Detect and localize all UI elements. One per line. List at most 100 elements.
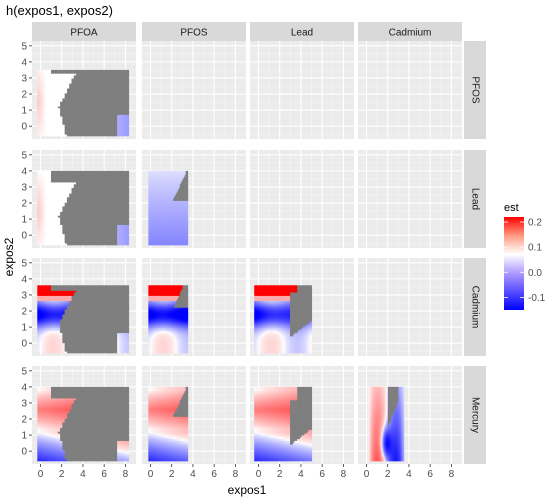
heatmap-cell — [108, 101, 111, 104]
heatmap-cell — [73, 112, 77, 115]
heatmap-cell — [82, 97, 86, 101]
heatmap-cell — [87, 122, 91, 125]
heatmap-cell — [112, 102, 116, 105]
heatmap-cell — [105, 92, 109, 96]
heatmap-cell — [85, 71, 88, 74]
heatmap-cell — [96, 91, 100, 94]
heatmap-cell — [48, 194, 52, 198]
heatmap-cell — [39, 241, 43, 244]
heatmap-cell — [126, 88, 130, 91]
heatmap-cell — [94, 89, 98, 92]
heatmap-cell — [53, 183, 57, 187]
heatmap-cell — [71, 231, 75, 235]
heatmap-cell — [110, 78, 114, 81]
heatmap-cell — [62, 78, 66, 81]
heatmap-cell — [85, 129, 88, 132]
heatmap-cell — [60, 222, 63, 225]
heatmap-cell — [69, 78, 73, 81]
heatmap-cell — [114, 134, 118, 137]
heatmap-cell — [110, 127, 114, 130]
heatmap-cell — [92, 134, 95, 137]
heatmap-cell — [55, 79, 59, 82]
heatmap-cell — [44, 111, 47, 114]
heatmap-cell — [76, 231, 79, 235]
heatmap-cell — [73, 181, 77, 185]
heatmap-cell — [71, 79, 75, 82]
heatmap-cell — [71, 116, 75, 119]
heatmap-cell — [69, 174, 73, 177]
heatmap-cell — [55, 180, 59, 183]
heatmap-cell — [53, 180, 57, 183]
heatmap-cell — [108, 112, 111, 115]
heatmap-cell — [103, 106, 107, 109]
heatmap-cell — [105, 69, 109, 73]
heatmap-cell — [105, 81, 109, 84]
heatmap-cell — [121, 104, 125, 107]
heatmap-cell — [85, 124, 88, 127]
heatmap-cell — [71, 78, 75, 81]
heatmap-cell — [46, 209, 50, 213]
heatmap-cell — [92, 116, 95, 119]
heatmap-cell — [44, 242, 47, 246]
heatmap-cell — [66, 231, 70, 235]
heatmap-cell — [62, 224, 66, 227]
heatmap-cell — [37, 89, 41, 92]
heatmap-cell — [89, 124, 93, 127]
heatmap-cell — [82, 129, 86, 132]
heatmap-cell — [57, 86, 61, 89]
heatmap-cell — [71, 73, 75, 76]
heatmap-cell — [37, 202, 41, 205]
heatmap-cell — [66, 181, 70, 185]
heatmap-cell — [62, 231, 66, 235]
heatmap-cell — [62, 170, 66, 174]
heatmap-cell — [89, 99, 93, 102]
facet-cadmium-cadmium — [358, 258, 462, 356]
heatmap-cell — [48, 122, 52, 125]
heatmap-cell — [66, 239, 70, 242]
heatmap-cell — [48, 200, 52, 203]
heatmap-cell — [55, 78, 59, 81]
heatmap-cell — [46, 99, 50, 102]
heatmap-cell — [126, 81, 130, 84]
heatmap-cell — [126, 130, 130, 133]
heatmap-cell — [51, 78, 54, 81]
heatmap-cell — [80, 196, 84, 200]
heatmap-cell — [62, 130, 66, 133]
heatmap-cell — [39, 174, 43, 177]
heatmap-cell — [60, 119, 63, 122]
heatmap-cell — [62, 202, 66, 205]
heatmap-cell — [76, 185, 79, 189]
heatmap-cell — [108, 78, 111, 81]
heatmap-cell — [55, 218, 59, 222]
heatmap-cell — [46, 130, 50, 133]
heatmap-cell — [114, 74, 118, 78]
heatmap-cell — [48, 239, 52, 242]
heatmap-cell — [41, 69, 45, 73]
heatmap-cell — [78, 189, 82, 192]
heatmap-cell — [51, 207, 54, 211]
heatmap-cell — [66, 202, 70, 205]
heatmap-cell — [78, 237, 82, 240]
heatmap-cell — [98, 132, 102, 135]
heatmap-cell — [66, 220, 70, 224]
heatmap-cell — [110, 102, 114, 105]
heatmap-cell — [87, 106, 91, 109]
heatmap-cell — [96, 129, 100, 132]
heatmap-cell — [48, 104, 52, 107]
heatmap-cell — [62, 71, 66, 74]
heatmap-cell — [64, 228, 68, 231]
heatmap-cell — [41, 174, 45, 177]
heatmap-cell — [76, 78, 79, 81]
heatmap-cell — [53, 193, 57, 196]
heatmap-cell — [76, 104, 79, 107]
heatmap-cell — [103, 129, 107, 132]
heatmap-cell — [71, 114, 75, 117]
heatmap-cell — [62, 198, 66, 201]
heatmap-cell — [53, 205, 57, 209]
heatmap-cell — [124, 94, 127, 97]
heatmap-cell — [57, 73, 61, 76]
heatmap-cell — [114, 81, 118, 84]
heatmap-cell — [114, 86, 118, 89]
heatmap-cell — [92, 114, 95, 117]
heatmap-cell — [48, 180, 52, 183]
